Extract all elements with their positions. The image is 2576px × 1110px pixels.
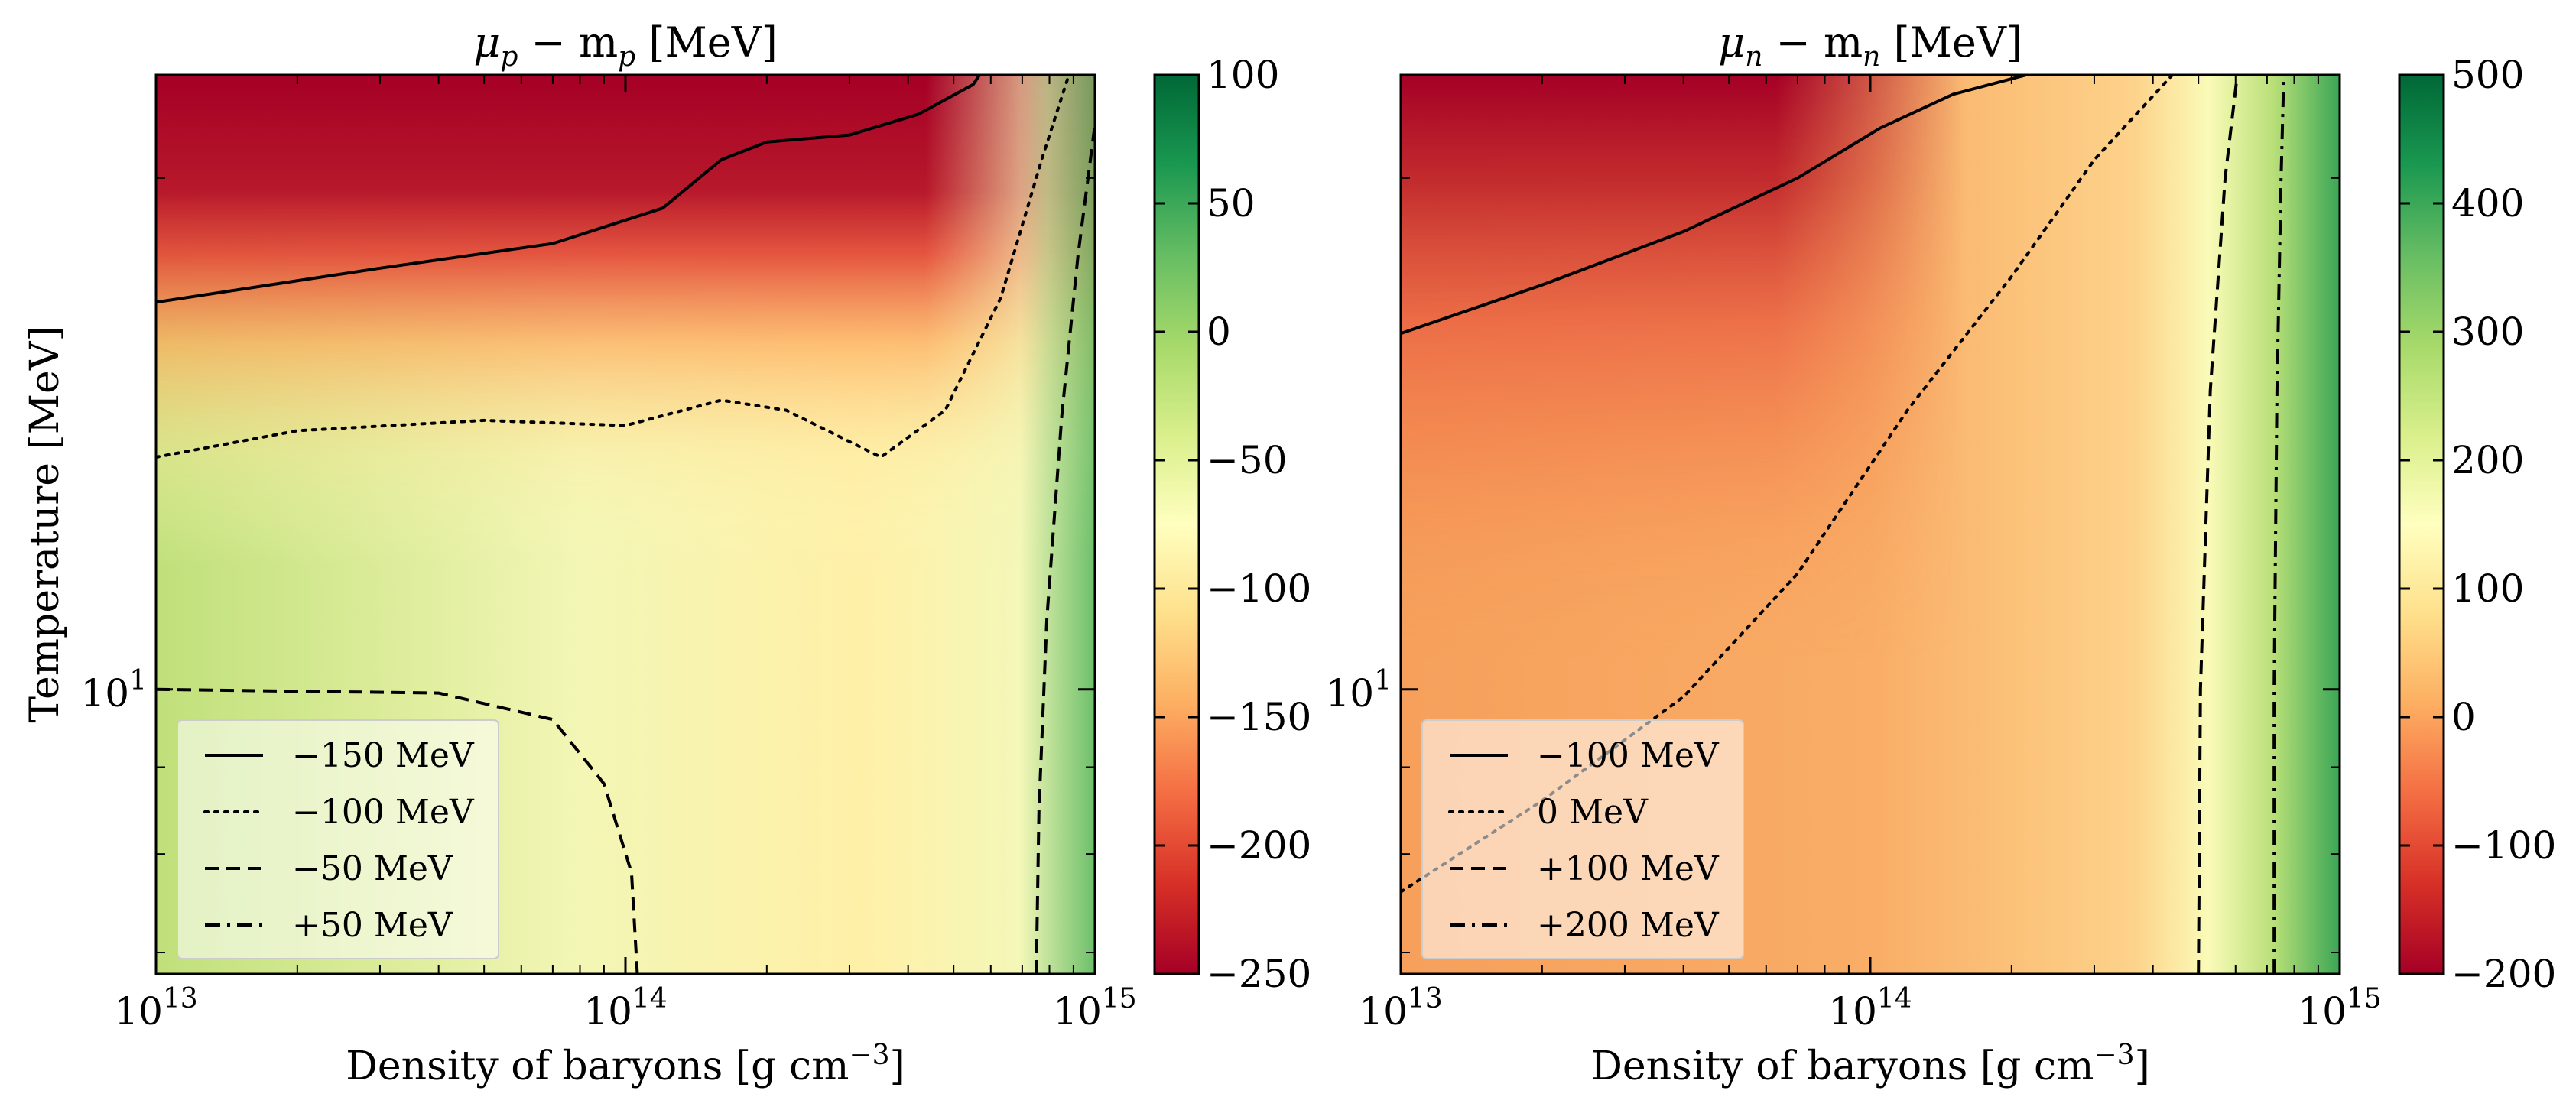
title-sub2: n <box>1863 41 1880 73</box>
title-minus: − m <box>1762 18 1863 67</box>
title-minus: − m <box>518 18 618 67</box>
legend-label: −150 MeV <box>292 736 475 775</box>
colorbar-gradient <box>2398 73 2445 975</box>
y-tick-label: 101 <box>80 665 147 716</box>
y-tick-label: 101 <box>1325 665 1392 716</box>
colorbar-gradient <box>1153 73 1200 975</box>
x-tick-label: 1014 <box>1828 983 1912 1034</box>
colorbar-tick-label: −100 <box>1207 566 1311 611</box>
contour-line <box>156 75 982 304</box>
legend-label: +100 MeV <box>1537 849 1720 888</box>
title-unit: [MeV] <box>1880 18 2022 67</box>
legend-label: 0 MeV <box>1537 793 1649 832</box>
legend-label: +200 MeV <box>1537 906 1720 945</box>
colorbar-tick-label: 0 <box>2451 695 2476 739</box>
colorbar-tick-label: −150 <box>1207 695 1311 739</box>
colorbar-tick-label: 200 <box>2451 438 2524 482</box>
title-sub: p <box>500 41 518 73</box>
x-axis-label: Density of baryons [g cm−3] <box>1590 1040 2150 1089</box>
colorbar-tick-label: 50 <box>1207 181 1256 226</box>
colorbar-tick-label: 300 <box>2451 310 2524 354</box>
x-tick-label: 1015 <box>2298 983 2381 1034</box>
contour-line <box>1035 124 1095 974</box>
legend-box <box>1421 719 1744 959</box>
x-tick-label: 1015 <box>1053 983 1136 1034</box>
legend-label: −100 MeV <box>1537 736 1720 775</box>
legend-box <box>177 719 499 959</box>
contour-line <box>156 75 1071 459</box>
colorbar-tick-label: −250 <box>1207 952 1311 996</box>
axis-ticks: 1013 1014 1015 101 <box>1325 75 2382 1034</box>
contour-line <box>1401 75 2027 336</box>
contour-line <box>2272 75 2285 974</box>
title-mu: μ <box>473 18 500 67</box>
colorbar-tick-label: 100 <box>1207 53 1279 97</box>
x-tick-label: 1013 <box>1359 983 1442 1034</box>
legend-label: −100 MeV <box>292 793 475 832</box>
x-tick-label: 1014 <box>583 983 667 1034</box>
x-axis-label: Density of baryons [g cm−3] <box>346 1040 905 1089</box>
title-mu: μ <box>1718 18 1745 67</box>
x-tick-label: 1013 <box>114 983 197 1034</box>
contour-line <box>2197 75 2239 974</box>
contour-line <box>156 687 639 974</box>
colorbar-tick-label: −200 <box>2451 952 2556 996</box>
legend-label: −50 MeV <box>292 849 453 888</box>
contours <box>156 75 1095 974</box>
title-unit: [MeV] <box>635 18 778 67</box>
title-sub: n <box>1745 41 1762 73</box>
axis-ticks: 1013 1014 1015 101 <box>80 75 1137 1034</box>
legend-label: +50 MeV <box>292 906 453 945</box>
colorbar: 500 400 300 200 100 0 −100 −200 <box>2398 53 2556 996</box>
legend: −150 MeV −100 MeV −50 MeV +50 MeV <box>177 719 499 959</box>
colorbar: 100 50 0 −50 −100 −150 −200 −250 <box>1153 53 1311 996</box>
colorbar-tick-label: −50 <box>1207 438 1288 482</box>
title-sub2: p <box>618 41 635 73</box>
colorbar-tick-label: −100 <box>2451 823 2556 868</box>
colorbar-tick-label: −200 <box>1207 823 1311 868</box>
panel-title: μn − mn [MeV] <box>1718 18 2022 73</box>
colorbar-tick-label: 500 <box>2451 53 2524 97</box>
panel-title: μp − mp [MeV] <box>473 18 778 73</box>
colorbar-tick-label: 400 <box>2451 181 2524 226</box>
colorbar-tick-label: 0 <box>1207 310 1231 354</box>
colorbar-tick-label: 100 <box>2451 566 2524 611</box>
legend: −100 MeV 0 MeV +100 MeV +200 MeV <box>1421 719 1744 959</box>
y-axis-label: Temperature [MeV] <box>22 326 68 722</box>
